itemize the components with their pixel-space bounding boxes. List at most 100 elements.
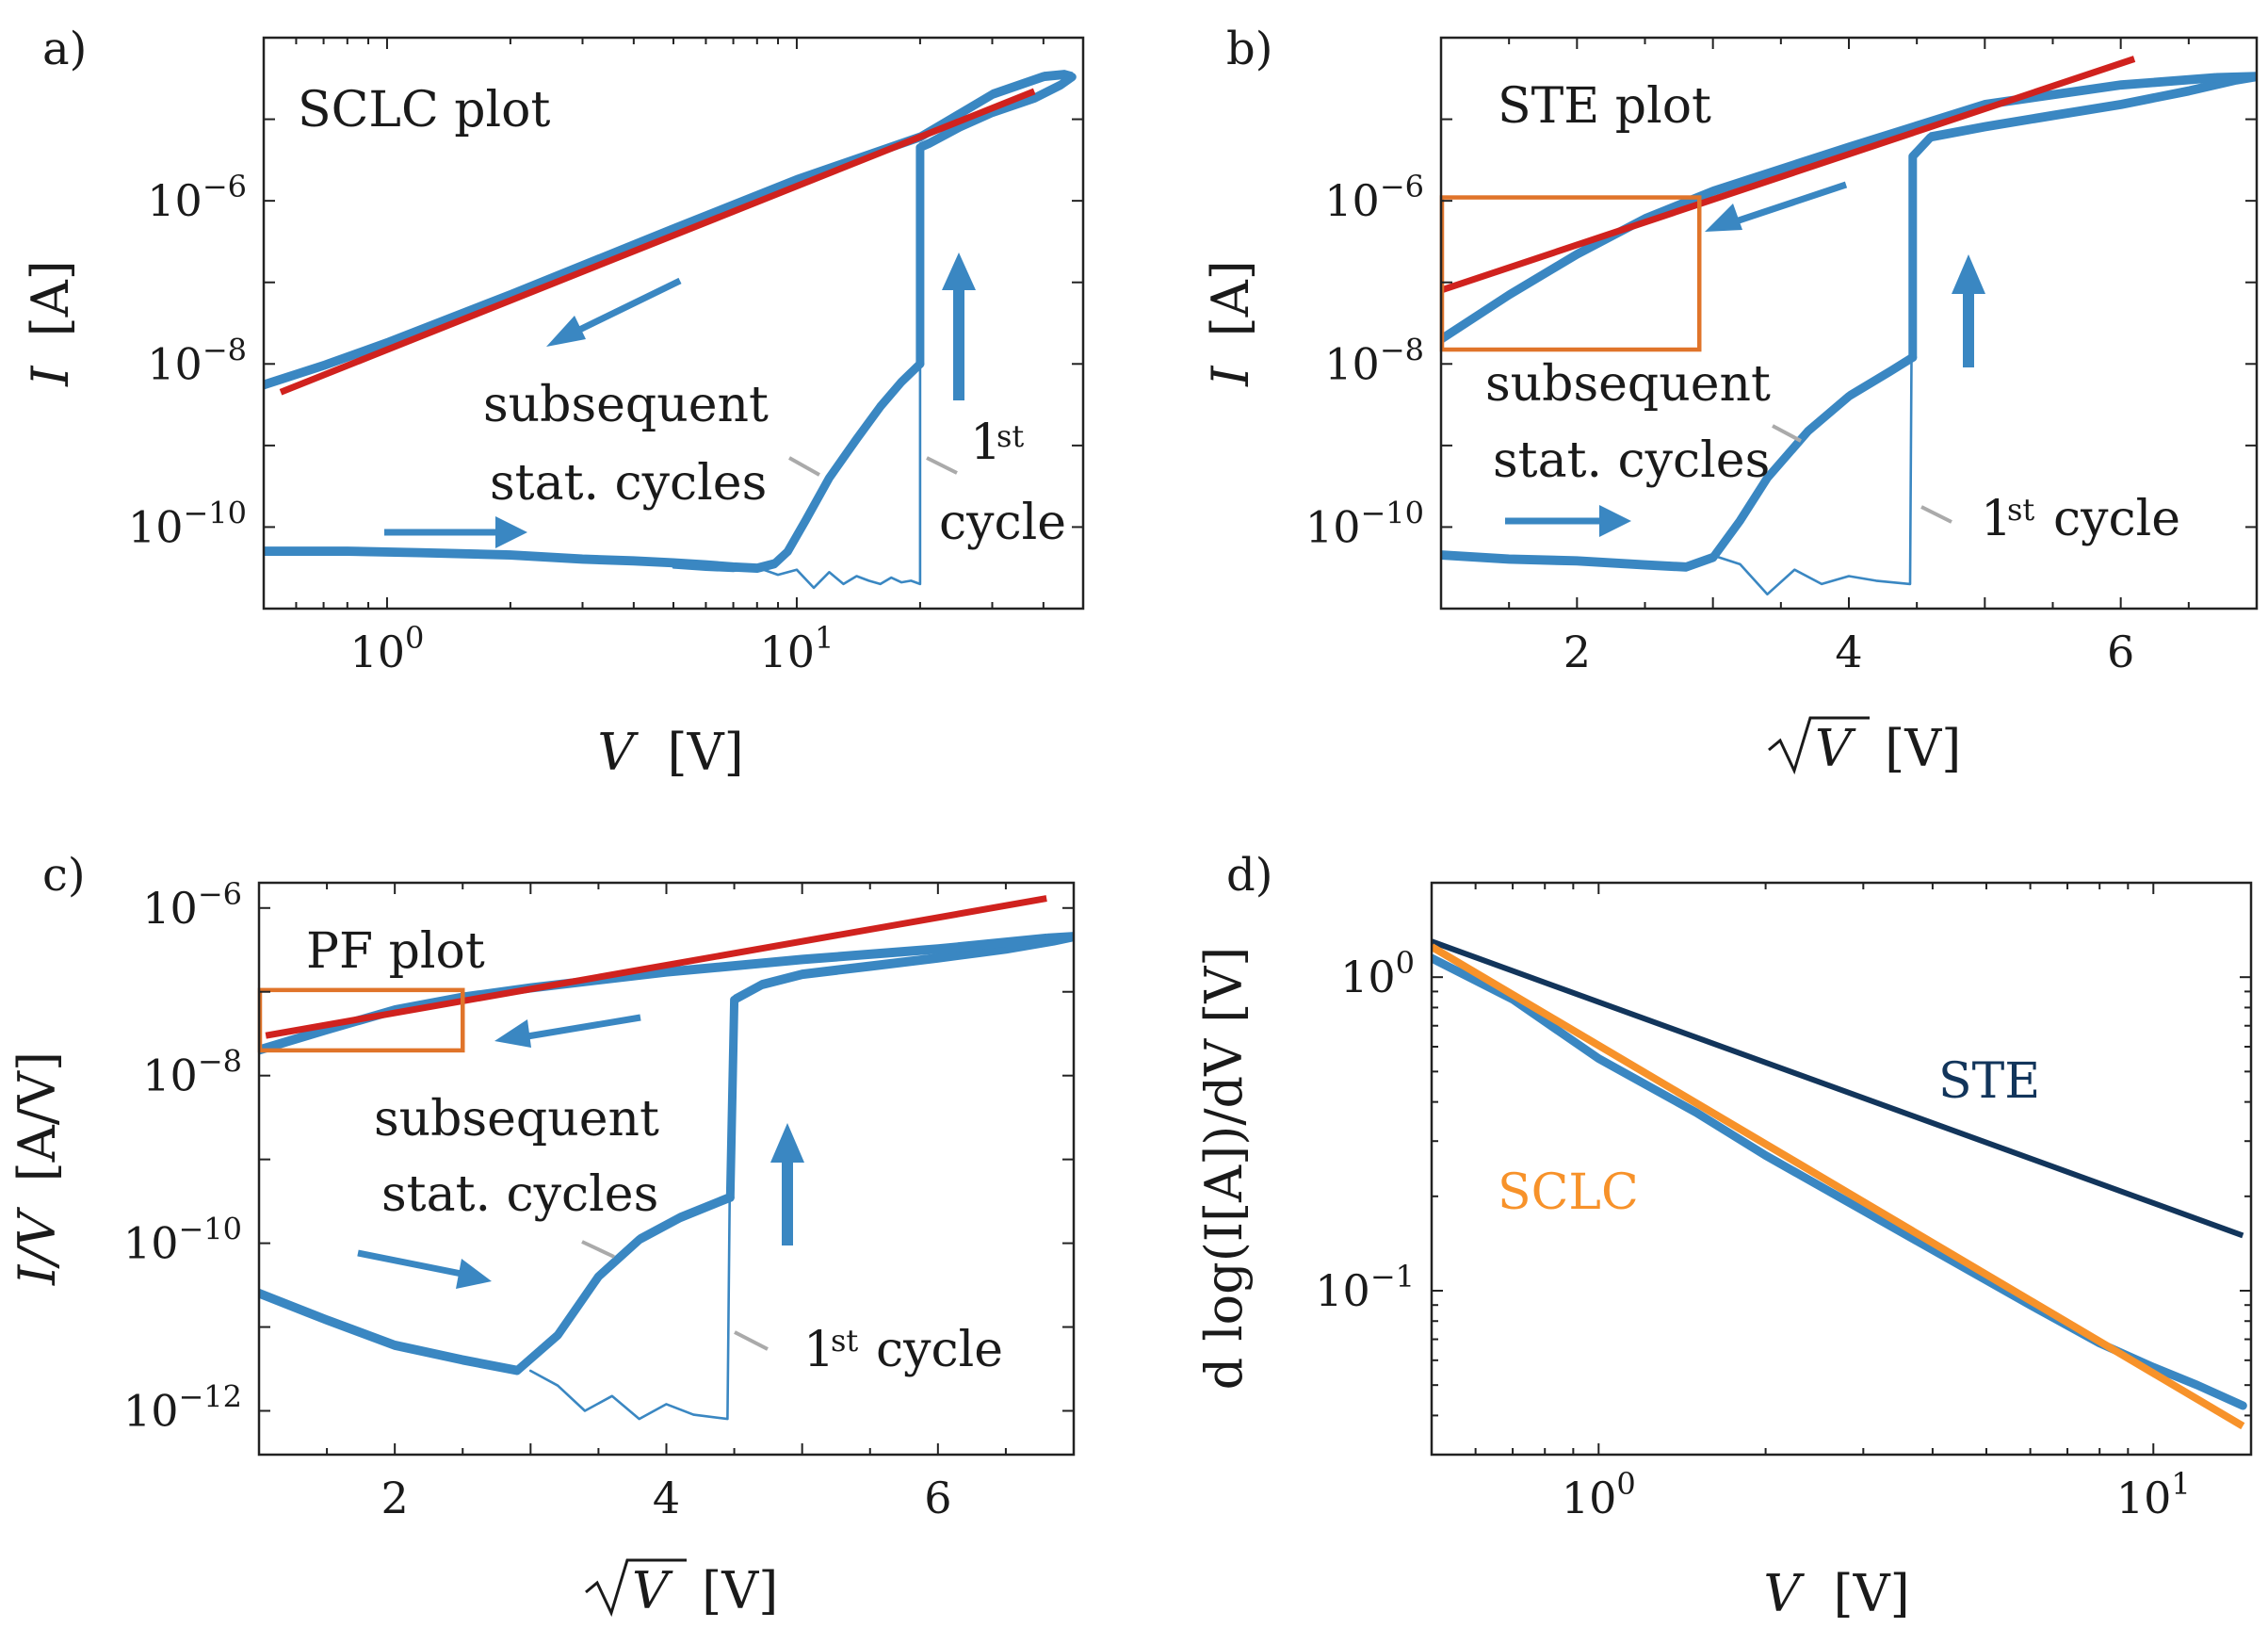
- panel-b-leader-first: [1920, 505, 1952, 524]
- panel-c-ann-first-sup: st: [831, 1323, 858, 1359]
- panel-b-series-0-echo: [1441, 352, 1914, 565]
- panel-a-ylabel: I [A]: [21, 260, 80, 387]
- panel-c-series-1: [725, 933, 1074, 1202]
- panel-b-xtick-label-2: 6: [2107, 627, 2134, 677]
- panel-c-ann-stat-cycles: stat. cycles: [381, 1166, 658, 1223]
- panel-c-leader-first: [734, 1330, 769, 1351]
- panel-b-title: STE plot: [1498, 78, 1711, 135]
- panel-a-arrow-up: [942, 252, 976, 400]
- panel-b-ann-subsequent: subsequent: [1485, 356, 1771, 413]
- panel-c-ticks: [258, 883, 1075, 1455]
- panel-a-ann-first-cycle: cycle: [939, 495, 1066, 551]
- panel-a-ylabel-var: I: [21, 365, 80, 387]
- panel-b-leader-subsequent: [1772, 424, 1802, 443]
- panel-b-ann-first-sup: st: [2007, 492, 2034, 528]
- panel-b-sqrt-sign: [1768, 716, 1870, 775]
- panel-c-ytick-label-1: 10−8: [142, 1044, 242, 1101]
- panel-d-tick-labels: 100 101 100 10−1: [1315, 945, 2190, 1523]
- panel-b-ylabel-var: I: [1201, 365, 1260, 387]
- panel-d-fit-ste: [1432, 938, 2244, 1239]
- panel-d-ylabel: d log(I[A])/dV [V]: [1194, 947, 1254, 1391]
- panel-b-arrow-backward: [1705, 181, 1848, 232]
- panel-a-fit-line: [279, 88, 1036, 396]
- panel-b-xtick-label-0: 2: [1563, 627, 1591, 677]
- panel-d-series-0: [1432, 953, 2247, 1410]
- panel-a-xlabel-var: V: [597, 723, 639, 782]
- panel-a-series-2-echo: [264, 72, 1045, 383]
- panel-c-fit-line: [265, 895, 1047, 1039]
- panel-c-sqrt-sign: [585, 1558, 687, 1618]
- panel-a: a) 100 101 10−6 10−8 10−10 SCLC plot subsequ…: [21, 23, 1085, 782]
- panel-a-ytick-label-0: 10−6: [147, 169, 247, 226]
- panel-b-xlabel-var: V: [1815, 719, 1856, 778]
- panel-b-ann-first-cycle: cycle: [2053, 491, 2180, 547]
- panel-c-xlabel-var: V: [632, 1561, 673, 1620]
- panel-c-series-1-echo: [729, 932, 1074, 1194]
- panel-c-ytick-label-3: 10−12: [123, 1378, 242, 1436]
- panel-c-xtick-label-0: 2: [381, 1473, 409, 1523]
- panel-c-tick-labels: 2 4 6 10−6 10−8 10−10 10−12: [123, 876, 952, 1523]
- panel-d-data: [1432, 938, 2247, 1430]
- panel-c: c) 2 4 6 10−6 10−8 10−10 10−12 PF plot subsequ…: [8, 849, 1076, 1620]
- panel-d-axis-labels: V [V] d log(I[A])/dV [V]: [1194, 947, 1910, 1623]
- panel-d-ticks: [1431, 882, 2251, 1456]
- panel-c-ann-first-num: 1: [803, 1322, 834, 1378]
- panel-label-b: b): [1226, 23, 1272, 75]
- panel-b-ytick-label-0: 10−6: [1324, 169, 1424, 226]
- panel-d-xlabel-unit: [V]: [1834, 1564, 1910, 1623]
- panel-a-ytick-label-1: 10−8: [147, 332, 247, 389]
- panel-a-ytick-label-2: 10−10: [128, 495, 247, 552]
- panel-c-xtick-label-2: 6: [924, 1473, 951, 1523]
- panel-a-axis-labels: V [V] I [A]: [21, 260, 744, 782]
- panel-a-tick-labels: 100 101 10−6 10−8 10−10: [128, 169, 834, 677]
- panel-a-arrow-backward: [546, 277, 682, 347]
- panel-d-ytick-label-1: 10−1: [1315, 1259, 1415, 1316]
- panel-d-label-sclc: SCLC: [1498, 1164, 1639, 1221]
- panel-d-xtick-label-1: 101: [2116, 1466, 2191, 1523]
- panel-a-ann-first-sup: st: [996, 418, 1024, 454]
- panel-d-xlabel-var: V: [1763, 1564, 1805, 1623]
- panel-b-xlabel-unit: [V]: [1885, 719, 1961, 778]
- panel-b-ann-stat-cycles: stat. cycles: [1493, 432, 1770, 489]
- panel-a-leader-subsequent: [788, 456, 820, 477]
- panel-a-xlabel-unit: [V]: [668, 723, 744, 782]
- panel-label-d: d): [1226, 849, 1272, 902]
- panel-d: d) 100 101 100 10−1 STE SCLC V [V] d log(I[…: [1194, 849, 2253, 1623]
- panel-b-series-1-echo: [1911, 72, 2257, 354]
- panel-a-series-0-echo: [264, 359, 921, 566]
- panel-c-xlabel: V [V]: [585, 1558, 778, 1620]
- panel-c-arrow-up: [770, 1123, 804, 1245]
- panel-a-ylabel-unit: [A]: [21, 260, 80, 336]
- panel-b-ylabel-unit: [A]: [1201, 260, 1260, 336]
- panel-b-series-1: [1908, 73, 2257, 362]
- panel-a-data: [264, 70, 1077, 590]
- panel-a-arrow-forward: [384, 516, 527, 548]
- panel-b-ytick-label-1: 10−8: [1324, 332, 1424, 389]
- panel-d-frame: [1430, 881, 2253, 1457]
- panel-c-leader-subsequent: [581, 1240, 615, 1259]
- panel-b-arrow-up: [1952, 254, 1985, 367]
- panel-c-ylabel: I/V [A/V]: [8, 1051, 67, 1286]
- panel-c-series-0: [259, 1193, 735, 1376]
- panel-d-xtick-label-0: 100: [1562, 1466, 1636, 1523]
- panel-a-series-1: [915, 71, 1077, 368]
- panel-c-title: PF plot: [306, 923, 485, 980]
- panel-a-leader-first: [926, 456, 958, 475]
- panel-b-arrow-forward: [1505, 505, 1631, 537]
- panel-c-xlabel-text: V [V]: [632, 1561, 778, 1620]
- panel-a-title: SCLC plot: [298, 82, 550, 138]
- panel-a-ann-subsequent: subsequent: [483, 377, 769, 433]
- panel-b-series-2: [1441, 73, 2221, 344]
- panel-b-axis-labels: V [V] I [A]: [1201, 260, 1961, 778]
- panel-a-xtick-label-0: 100: [349, 620, 424, 677]
- panel-d-fit-sclc: [1432, 943, 2245, 1430]
- panel-c-ytick-label-2: 10−10: [123, 1212, 242, 1269]
- panel-c-arrow-forward: [357, 1249, 492, 1289]
- panel-c-xlabel-unit: [V]: [702, 1561, 778, 1620]
- panel-b-xlabel-text: V [V]: [1815, 719, 1961, 778]
- panel-a-xlabel: V [V]: [597, 723, 743, 782]
- panel-c-ann-first-cycle: cycle: [876, 1322, 1003, 1378]
- panel-b: b) 2 4 610−610−810−10 STE plot subsequent …: [1201, 23, 2259, 778]
- panel-c-xtick-label-1: 4: [653, 1473, 680, 1523]
- panel-b-ylabel: I [A]: [1201, 260, 1260, 387]
